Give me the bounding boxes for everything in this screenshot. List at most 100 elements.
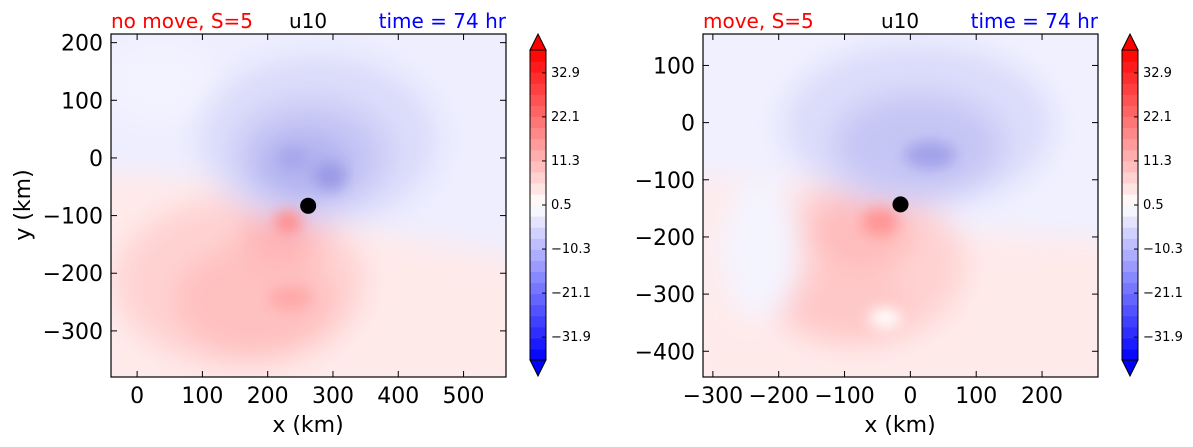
colorbar-tick-label: −10.3	[551, 242, 591, 257]
colorbar-tick-label: −31.9	[551, 330, 591, 345]
colorbar-band	[1122, 127, 1138, 140]
x-tick-label: −200	[748, 384, 808, 409]
colorbar-band	[1122, 227, 1138, 239]
title-variable: u10	[289, 9, 327, 33]
colorbar-tick-label: 22.1	[1143, 110, 1172, 125]
colorbar-tick-label: 0.5	[1143, 198, 1164, 213]
colorbar-band	[530, 249, 546, 261]
x-tick-label: 100	[181, 384, 223, 409]
plot-area	[110, 33, 507, 378]
title-time: time = 74 hr	[971, 9, 1099, 33]
light-region	[720, 180, 800, 320]
colorbar-band	[1122, 271, 1138, 284]
colorbar-band	[1122, 337, 1138, 350]
colorbar-band	[530, 326, 546, 339]
colorbar-band	[530, 315, 546, 328]
colorbar-extend-max	[529, 32, 547, 51]
colorbar-extend-min	[1121, 359, 1139, 378]
field-regions	[703, 43, 1098, 377]
y-tick-label: −100	[43, 205, 103, 230]
x-axis-label: x (km)	[272, 413, 343, 438]
colorbar-band	[1122, 260, 1138, 273]
field-peaks	[862, 141, 956, 328]
colorbar-band	[530, 227, 546, 239]
colorbar-band	[530, 94, 546, 106]
colorbar-band	[1122, 50, 1138, 62]
field-peaks	[268, 148, 346, 310]
colorbar-band	[1122, 61, 1138, 73]
title-experiment: move, S=5	[703, 9, 814, 33]
colorbar-band	[1122, 238, 1138, 250]
colorbar-band	[1122, 149, 1138, 162]
tick-group: 0 100 200 300 400 500 200 100 0 −100 −200 −300	[43, 32, 506, 409]
positive-region	[790, 267, 910, 343]
max-speed-peak	[274, 210, 302, 234]
colorbar-band	[1122, 160, 1138, 173]
colorbar-band	[530, 72, 546, 84]
min-speed-peak	[904, 141, 956, 169]
min-speed-peak	[314, 162, 346, 190]
colorbar-band	[530, 116, 546, 129]
colorbar: 32.9 22.1 11.3 0.5 −10.3 −21.1 −31.9	[529, 32, 591, 378]
colorbar-band	[530, 105, 546, 118]
colorbar-band	[1122, 138, 1138, 151]
chart-right: move, S=5 u10 time = 74 hr −	[635, 9, 1183, 438]
min-speed-peak	[279, 148, 307, 168]
colorbar-band	[530, 182, 546, 195]
colorbar-band	[1122, 249, 1138, 261]
colorbar-tick-label: −21.1	[551, 286, 591, 301]
x-tick-label: 0	[903, 384, 917, 409]
colorbar-tick-label: −10.3	[1143, 242, 1183, 257]
x-tick-label: 300	[312, 384, 354, 409]
x-axis-label: x (km)	[864, 413, 935, 438]
storm-center-marker	[300, 197, 317, 214]
title-time: time = 74 hr	[379, 9, 507, 33]
colorbar-band	[1122, 193, 1138, 206]
y-tick-label: 100	[653, 54, 695, 79]
colorbar-band	[1122, 94, 1138, 106]
colorbar-band	[1122, 116, 1138, 129]
positive-region	[175, 245, 335, 355]
x-tick-label: 0	[130, 384, 144, 409]
colorbar-band	[1122, 205, 1138, 217]
x-tick-label: 100	[955, 384, 997, 409]
colorbar-band	[530, 216, 546, 228]
axes-frame: 0 100 200 300 400 500 200 100 0 −100 −200 −300	[43, 32, 507, 409]
colorbar-band	[1122, 315, 1138, 328]
y-tick-label: 100	[61, 89, 103, 114]
chart-left: no move, S=5 u10 time = 74 hr	[11, 9, 591, 438]
x-tick-label: −300	[683, 384, 743, 409]
colorbar-tick-label: 32.9	[551, 66, 580, 81]
y-tick-label: −300	[43, 320, 103, 345]
light-region	[111, 42, 215, 122]
y-tick-label: −300	[635, 283, 695, 308]
x-tick-label: 200	[1021, 384, 1063, 409]
max-speed-peak	[862, 208, 898, 236]
field-regions	[111, 42, 506, 377]
colorbar-band	[530, 127, 546, 140]
colorbar-band	[530, 160, 546, 173]
y-tick-label: 0	[681, 112, 695, 137]
title-row: move, S=5 u10 time = 74 hr	[703, 9, 1099, 33]
colorbar-extend-max	[1121, 32, 1139, 51]
y-tick-label: −400	[635, 340, 695, 365]
colorbar-band	[530, 138, 546, 151]
colorbar-band	[530, 260, 546, 273]
colorbar-band	[530, 205, 546, 217]
colorbar-band	[530, 50, 546, 62]
colorbar-band	[530, 61, 546, 73]
colorbar-band	[530, 293, 546, 306]
title-experiment: no move, S=5	[111, 9, 253, 33]
colorbar-band	[530, 83, 546, 95]
colorbar-ticks: 32.9 22.1 11.3 0.5 −10.3 −21.1 −31.9	[1134, 66, 1183, 345]
x-tick-label: −100	[814, 384, 874, 409]
x-tick-label: 500	[443, 384, 485, 409]
colorbar-extend-min	[529, 359, 547, 378]
colorbar-tick-label: 11.3	[1143, 154, 1172, 169]
y-axis-label: y (km)	[11, 169, 36, 240]
colorbar-bands	[530, 50, 546, 361]
colorbar-bands	[1122, 50, 1138, 361]
colorbar-band	[1122, 293, 1138, 306]
